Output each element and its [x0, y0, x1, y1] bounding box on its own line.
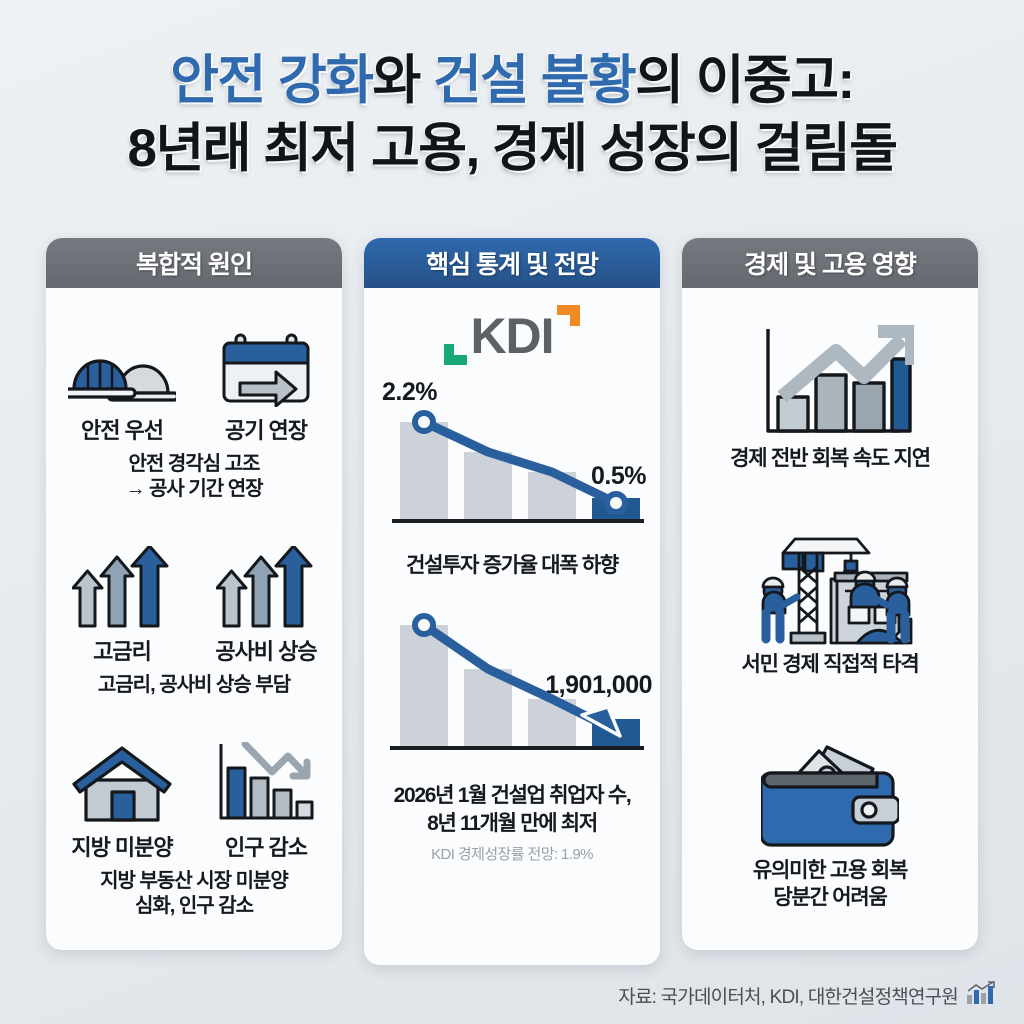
card-causes-title: 복합적 원인 — [136, 251, 253, 279]
impact-item-employment-recovery[interactable]: 유의미한 고용 회복 당분간 어려움 — [692, 736, 968, 912]
card-impact-body: 경제 전반 회복 속도 지연 — [682, 288, 978, 950]
cause-row: 고금리 — [56, 544, 332, 666]
card-causes-body: 안전 우선 — [46, 288, 342, 950]
card-statistics-header: 핵심 통계 및 전망 — [364, 238, 660, 288]
title-line-2: 8년래 최저 고용, 경제 성장의 걸림돌 — [127, 119, 898, 179]
cause-caption: 고금리, 공사비 상승 부담 — [97, 673, 291, 698]
card-causes: 복합적 원인 — [46, 238, 342, 950]
cause-block-costs: 고금리 — [56, 544, 332, 698]
title-plain-1: 와 — [372, 51, 434, 110]
title-accent-2: 건설 불황 — [433, 51, 637, 110]
columns-container: 복합적 원인 — [0, 238, 1024, 978]
chart2-end-label: 1,901,000 — [545, 671, 652, 700]
chart1-start-label: 2.2% — [382, 378, 437, 406]
chart2-note: KDI 경제성장률 전망: 1.9% — [431, 845, 593, 863]
chart2-caption-line2: 8년 11개월 만에 최저 — [427, 811, 598, 835]
footer: 자료: 국가데이터처, KDI, 대한건설정책연구원 — [618, 981, 996, 1010]
title-plain-2: 의 이중고: — [635, 51, 855, 110]
card-statistics-title: 핵심 통계 및 전망 — [426, 251, 599, 279]
page-title: 안전 강화와 건설 불황의 이중고: 8년래 최저 고용, 경제 성장의 걸림돌 — [0, 51, 1024, 179]
cause-item-cost-rise[interactable]: 공사비 상승 — [203, 544, 329, 666]
impact-caption-line1: 유의미한 고용 회복 — [752, 858, 908, 882]
cause-label: 인구 감소 — [224, 835, 308, 860]
bar-chart-icon — [966, 981, 996, 1010]
rising-arrows-icon — [72, 544, 172, 628]
rising-arrows-icon — [216, 544, 316, 628]
chart-construction-employment: 1,901,000 — [376, 603, 652, 778]
card-impact-title: 경제 및 고용 영향 — [744, 251, 917, 279]
cause-label: 지방 미분양 — [71, 835, 173, 860]
chart1-caption: 건설투자 증가율 대폭 하향 — [406, 554, 619, 577]
cause-item-high-interest[interactable]: 고금리 — [59, 544, 185, 666]
card-statistics: 핵심 통계 및 전망 KDI 2.2% 0.5% — [364, 238, 660, 965]
rising-chart-arrow-icon — [746, 324, 914, 442]
house-icon — [70, 740, 174, 824]
cause-item-schedule-extension[interactable]: 공기 연장 — [203, 323, 329, 445]
cause-label: 공사비 상승 — [215, 639, 317, 664]
footer-source-text: 자료: 국가데이터처, KDI, 대한건설정책연구원 — [618, 987, 959, 1008]
cause-label: 공기 연장 — [224, 418, 308, 443]
card-impact: 경제 및 고용 영향 — [682, 238, 978, 950]
cause-block-market: 지방 미분양 — [56, 740, 332, 919]
cause-caption-line1: 지방 부동산 시장 미분양 — [100, 870, 289, 892]
impact-item-livelihood[interactable]: 서민 경제 직접적 타격 — [692, 530, 968, 679]
card-causes-header: 복합적 원인 — [46, 238, 342, 288]
kdi-logo-text: KDI — [470, 307, 554, 364]
cause-row: 지방 미분양 — [56, 740, 332, 862]
impact-caption: 경제 전반 회복 속도 지연 — [730, 447, 931, 471]
cause-label: 고금리 — [93, 639, 152, 664]
declining-bars-icon — [214, 740, 318, 824]
cause-block-safety: 안전 우선 — [56, 323, 332, 502]
cause-caption-line1: 고금리, 공사비 상승 부담 — [97, 674, 291, 696]
impact-caption: 유의미한 고용 회복 당분간 어려움 — [705, 858, 955, 912]
chart2-caption: 2026년 1월 건설업 취업자 수, 8년 11개월 만에 최저 — [374, 782, 650, 837]
cause-caption: 지방 부동산 시장 미분양 심화, 인구 감소 — [100, 869, 289, 919]
impact-caption: 서민 경제 직접적 타격 — [741, 653, 920, 677]
calendar-arrow-icon — [218, 323, 314, 407]
construction-site-icon — [739, 530, 921, 648]
cause-caption-line2: → 공사 기간 연장 — [125, 478, 263, 500]
cause-label: 안전 우선 — [80, 418, 164, 443]
cause-item-safety-first[interactable]: 안전 우선 — [59, 323, 185, 445]
cause-caption-line1: 안전 경각심 고조 — [128, 453, 261, 475]
card-impact-header: 경제 및 고용 영향 — [682, 238, 978, 288]
title-accent-1: 안전 강화 — [170, 51, 374, 110]
title-line-1: 안전 강화와 건설 불황의 이중고: — [0, 51, 1024, 110]
hard-hats-icon — [68, 323, 176, 407]
cause-item-unsold-housing[interactable]: 지방 미분양 — [59, 740, 185, 862]
kdi-logo: KDI — [374, 298, 650, 376]
cause-caption-line2: 심화, 인구 감소 — [134, 895, 254, 917]
card-statistics-body: KDI 2.2% 0.5% — [364, 288, 660, 965]
chart1-end-label: 0.5% — [591, 462, 646, 490]
cause-row: 안전 우선 — [56, 323, 332, 445]
cause-item-population-decline[interactable]: 인구 감소 — [203, 740, 329, 862]
impact-item-recovery-delay[interactable]: 경제 전반 회복 속도 지연 — [692, 324, 968, 473]
chart-construction-investment: 2.2% 0.5% — [376, 376, 648, 551]
chart2-caption-line1: 2026년 1월 건설업 취업자 수, — [393, 784, 632, 808]
wallet-money-icon — [761, 736, 899, 854]
cause-caption: 안전 경각심 고조 → 공사 기간 연장 — [125, 452, 263, 502]
impact-caption-line2: 당분간 어려움 — [773, 885, 888, 909]
